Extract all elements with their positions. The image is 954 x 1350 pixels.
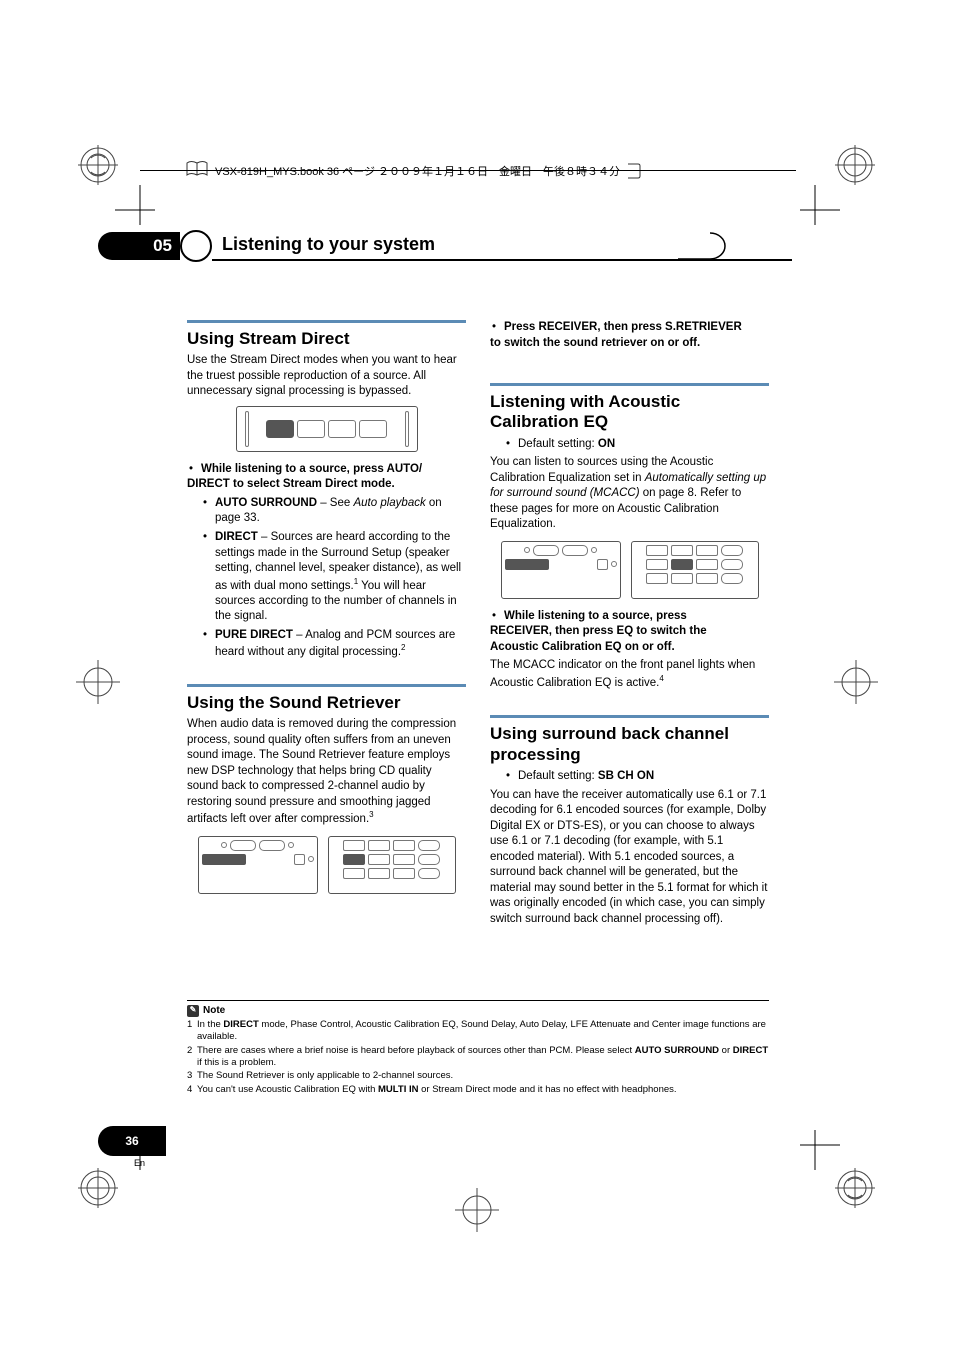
right-column: Press RECEIVER, then press S.RETRIEVER t… xyxy=(490,320,769,931)
heading-acoustic-eq: Listening with Acoustic Calibration EQ xyxy=(490,392,769,433)
note-icon: ✎ xyxy=(187,1005,199,1017)
footnote-ref-4: 4 xyxy=(659,674,663,683)
note-section: ✎ Note 1In the DIRECT mode, Phase Contro… xyxy=(187,1000,769,1097)
acoustic-eq-p2: The MCACC indicator on the front panel l… xyxy=(490,658,769,691)
step-press-receiver-eq: While listening to a source, press RECEI… xyxy=(490,609,769,656)
header-line xyxy=(140,170,796,171)
remote-diagram-eq xyxy=(490,541,769,599)
chapter-header: 05 Listening to your system xyxy=(98,232,758,260)
chapter-title: Listening to your system xyxy=(222,234,435,255)
section-bar xyxy=(187,320,466,323)
reg-mark-br xyxy=(835,1168,875,1213)
reg-mark-bl xyxy=(78,1168,118,1213)
default-setting-sb: Default setting: SB CH ON xyxy=(504,769,769,785)
surround-back-p1: You can have the receiver automatically … xyxy=(490,788,769,928)
note-2: 2There are cases where a brief noise is … xyxy=(187,1045,769,1070)
crop-br xyxy=(800,1130,840,1170)
footnote-ref-3: 3 xyxy=(369,810,373,819)
heading-sound-retriever: Using the Sound Retriever xyxy=(187,693,466,713)
step-stream-direct: While listening to a source, press AUTO/… xyxy=(187,462,466,493)
left-column: Using Stream Direct Use the Stream Direc… xyxy=(187,320,466,931)
sound-retriever-intro: When audio data is removed during the co… xyxy=(187,717,466,827)
chapter-circle-decor xyxy=(180,230,212,262)
note-label: ✎ Note xyxy=(187,1004,225,1017)
stream-direct-intro: Use the Stream Direct modes when you wan… xyxy=(187,353,466,400)
li-pure-direct: PURE DIRECT – Analog and PCM sources are… xyxy=(201,628,466,661)
crop-tl xyxy=(115,185,155,225)
note-3: 3The Sound Retriever is only applicable … xyxy=(187,1070,769,1082)
crop-tr xyxy=(800,185,840,225)
chapter-number-badge: 05 xyxy=(98,232,180,260)
heading-stream-direct: Using Stream Direct xyxy=(187,329,466,349)
li-direct: DIRECT – Sources are heard according to … xyxy=(201,530,466,625)
section-bar xyxy=(187,684,466,687)
reg-mark-tr xyxy=(835,145,875,190)
note-1: 1In the DIRECT mode, Phase Control, Acou… xyxy=(187,1019,769,1044)
reg-mark-tl xyxy=(78,145,118,190)
side-cross-left xyxy=(76,660,120,704)
section-bar xyxy=(490,715,769,718)
footnote-ref-2: 2 xyxy=(401,643,405,652)
note-4: 4You can't use Acoustic Calibration EQ w… xyxy=(187,1084,769,1096)
center-cross-bottom xyxy=(455,1188,499,1237)
page-lang: En xyxy=(134,1158,145,1168)
remote-diagram-stream-direct xyxy=(236,406,418,452)
acoustic-eq-p1: You can listen to sources using the Acou… xyxy=(490,455,769,533)
remote-diagram-retriever xyxy=(187,836,466,894)
heading-surround-back: Using surround back channel processing xyxy=(490,724,769,765)
default-setting-eq: Default setting: ON xyxy=(504,437,769,453)
li-auto-surround: AUTO SURROUND – See Auto playback on pag… xyxy=(201,496,466,527)
page-number: 36 xyxy=(125,1135,138,1147)
chapter-number: 05 xyxy=(153,236,172,256)
step-press-receiver-sretriever: Press RECEIVER, then press S.RETRIEVER t… xyxy=(490,320,769,351)
section-bar xyxy=(490,383,769,386)
content-area: Using Stream Direct Use the Stream Direc… xyxy=(187,320,769,931)
page-number-badge: 36 xyxy=(98,1126,166,1156)
side-cross-right xyxy=(834,660,878,704)
chapter-arc-decor xyxy=(678,232,738,262)
